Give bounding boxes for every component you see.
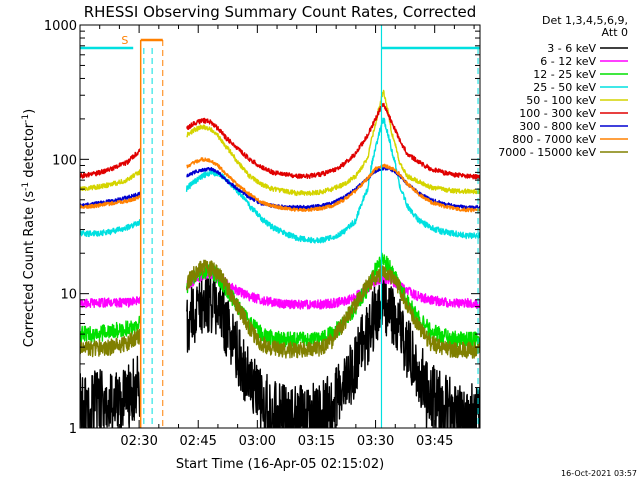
x-axis-label: Start Time (16-Apr-05 02:15:02) — [176, 457, 384, 472]
y-axis-label-end: ) — [22, 109, 37, 114]
series-line-8 — [80, 157, 480, 213]
y-axis-label-sup1: -1 — [21, 182, 31, 191]
legend-header-line: Att 0 — [602, 26, 628, 39]
legend-label: 800 - 7000 keV — [512, 133, 596, 146]
x-tick-label: 03:15 — [298, 434, 335, 449]
x-tick-label: 02:45 — [179, 434, 216, 449]
series-line-9 — [80, 259, 480, 359]
y-axis-label-mid: detector — [22, 122, 37, 182]
series-line-2 — [80, 268, 480, 310]
y-axis-label: Corrected Count Rate (s-1 detector-1) — [21, 109, 37, 347]
y-axis-label-sup2: -1 — [21, 114, 31, 123]
y-tick-label: 10 — [60, 288, 77, 303]
y-tick-label: 1 — [69, 422, 77, 437]
timestamp: 16-Oct-2021 03:57 — [561, 469, 637, 478]
series-line-7 — [80, 166, 480, 210]
legend-header-line: Det 1,3,4,5,6,9, — [542, 14, 628, 27]
series-line-6 — [80, 102, 480, 180]
chart-title: RHESSI Observing Summary Count Rates, Co… — [84, 3, 477, 21]
axes: 02:30 02:45 03:00 03:15 03:30 03:45 1 10 100 1000 — [44, 19, 481, 449]
legend-label: 7000 - 15000 keV — [498, 146, 596, 159]
y-tick-label: 100 — [52, 153, 77, 168]
x-tick-label: 03:45 — [416, 434, 453, 449]
legend-label: 6 - 12 keV — [540, 55, 596, 68]
legend-label: 25 - 50 keV — [533, 81, 596, 94]
legend-label: 50 - 100 keV — [526, 94, 596, 107]
series-line-1 — [80, 269, 480, 428]
y-tick-label: 1000 — [44, 19, 77, 34]
plot-frame — [79, 24, 481, 429]
x-tick-label: 02:30 — [120, 434, 157, 449]
legend-label: 100 - 300 keV — [519, 107, 596, 120]
legend-label: 300 - 800 keV — [519, 120, 596, 133]
legend-label: 12 - 25 keV — [533, 68, 596, 81]
x-tick-label: 03:30 — [357, 434, 394, 449]
plot-area — [80, 89, 480, 428]
legend-label: 3 - 6 keV — [547, 42, 596, 55]
saa-marker-label: S — [121, 34, 128, 47]
marker-layer: S — [80, 25, 480, 428]
series-line-5 — [80, 89, 480, 197]
x-tick-label: 03:00 — [239, 434, 276, 449]
series-group — [80, 89, 480, 428]
y-axis-label-main: Corrected Count Rate (s — [22, 191, 37, 348]
